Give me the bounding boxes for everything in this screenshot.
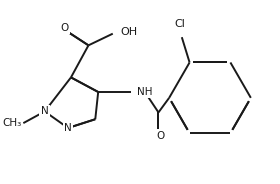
Text: N: N [41, 107, 49, 116]
Text: OH: OH [121, 27, 138, 37]
Text: N: N [64, 123, 72, 133]
Text: CH₃: CH₃ [2, 118, 21, 128]
Text: NH: NH [137, 87, 153, 97]
Text: Cl: Cl [174, 20, 185, 29]
Text: O: O [156, 131, 165, 141]
Text: O: O [60, 23, 68, 33]
